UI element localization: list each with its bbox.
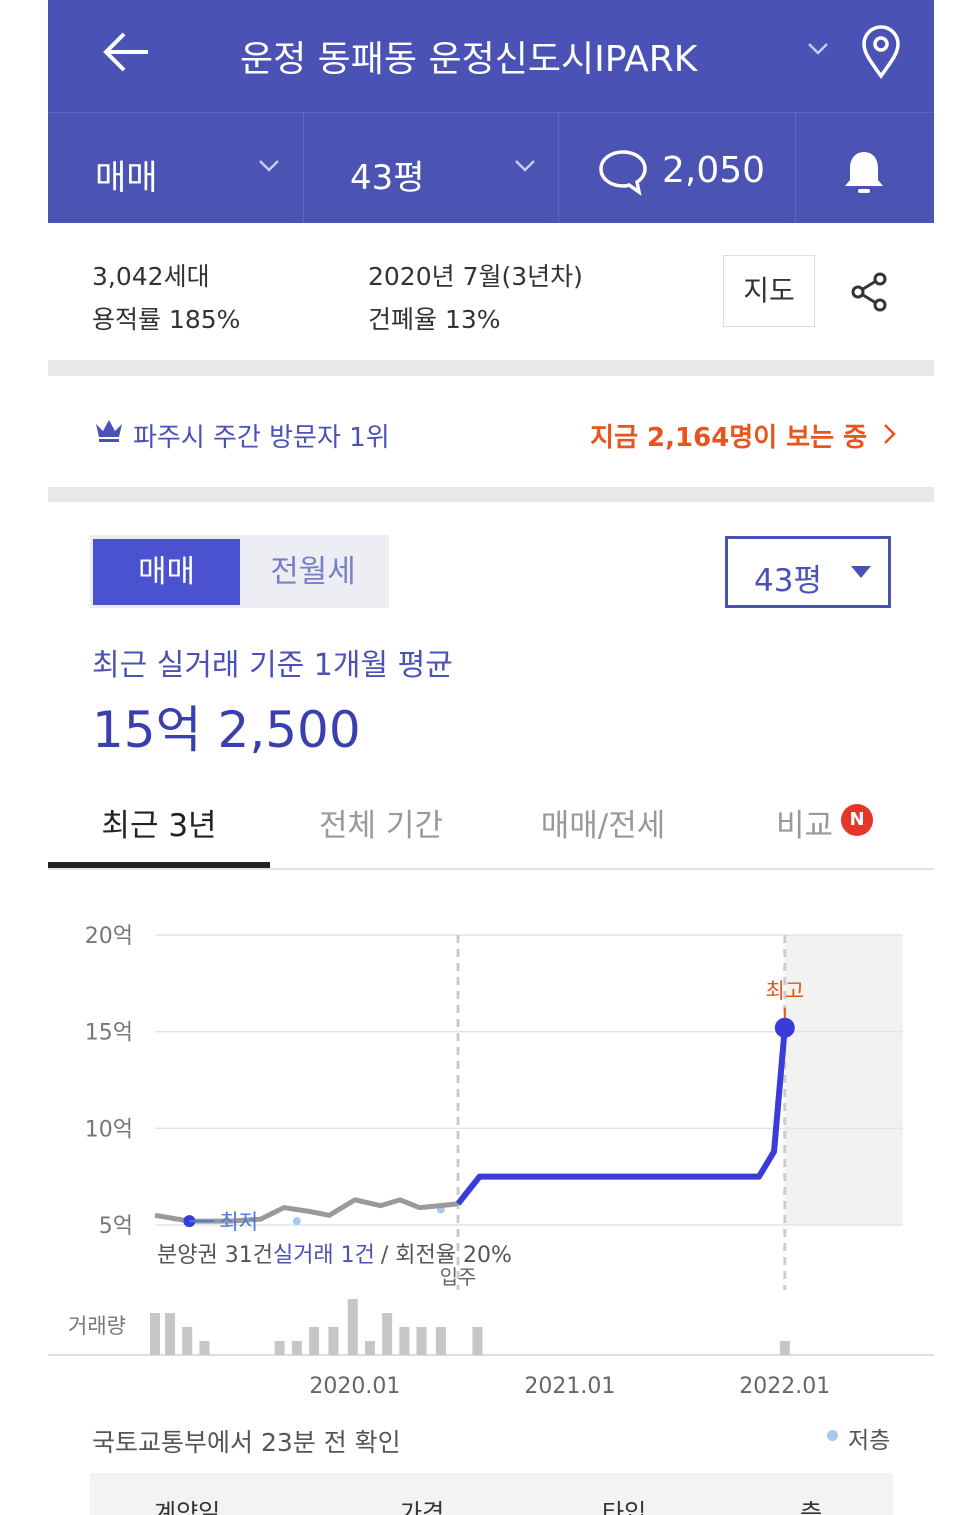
summary-part: 분양권 31건 — [157, 1243, 273, 1268]
tab-selected[interactable]: 매매 — [93, 539, 240, 605]
y-tick-label: 20억 — [85, 924, 133, 949]
y-tick-label: 5억 — [99, 1214, 133, 1239]
volume-bar — [347, 1299, 358, 1355]
y-tick-label: 10억 — [85, 1117, 133, 1142]
price-caption: 최근 실거래 기준 1개월 평균 — [92, 648, 453, 683]
move-in-annotation: 입주 — [440, 1265, 477, 1289]
volume-bar — [199, 1341, 210, 1355]
chevron — [515, 160, 535, 172]
tab-line — [48, 868, 934, 870]
title: 운정 동패동 운정신도시IPARK — [240, 39, 698, 80]
back-button[interactable] — [100, 30, 152, 74]
period-tab-selected[interactable]: 최근 3년 — [101, 808, 217, 844]
price-value: 15억 2,500 — [92, 701, 361, 759]
period-tab[interactable]: 매매/전세 — [540, 808, 666, 844]
divider — [795, 112, 796, 222]
column-header: 계약일 — [154, 1499, 221, 1515]
volume-bar — [435, 1327, 446, 1355]
building-coverage: 건폐율 13% — [368, 305, 501, 334]
dropdown-triangle — [851, 566, 871, 578]
comment-icon[interactable] — [598, 148, 648, 196]
high-marker — [774, 1017, 795, 1038]
x-tick-label: 2020.01 — [309, 1374, 400, 1399]
price-chart: 5억 10억 15억 20억 2020.01 2021.01 2022.01 거래량 최저 최고분… — [48, 924, 934, 1399]
separator — [48, 487, 934, 502]
volume-bar — [328, 1327, 339, 1355]
volume-bar — [364, 1341, 375, 1355]
viewers[interactable]: 지금 2,164명이 보는 중 — [590, 423, 867, 453]
source: 국토교통부에서 23분 전 확인 — [92, 1428, 401, 1457]
volume-bar — [291, 1341, 302, 1355]
volume-bar — [416, 1327, 427, 1355]
summary-part: 실거래 1건 — [273, 1243, 375, 1268]
low-annotation: 최저 — [219, 1210, 258, 1234]
volume-bar — [399, 1327, 410, 1355]
future-shade — [784, 935, 903, 1225]
legend-label: 저층 — [848, 1428, 891, 1454]
legend-dot — [827, 1430, 838, 1441]
sub-bar — [48, 112, 934, 223]
chevron — [259, 160, 279, 172]
size-select[interactable] — [725, 536, 891, 608]
volume-bar — [309, 1327, 320, 1355]
floor-area-ratio: 용적률 185% — [92, 305, 241, 334]
bell-icon[interactable] — [842, 148, 886, 196]
period-tab[interactable]: 전체 기간 — [319, 808, 443, 844]
divider — [303, 112, 304, 222]
summary: 분양권 31건실거래 1건 / 회전율 20% — [157, 1243, 512, 1268]
column-header: 층 — [800, 1499, 823, 1515]
trade-type[interactable]: 매매 — [95, 158, 158, 198]
price-line — [455, 1027, 788, 1206]
volume-bar — [182, 1327, 193, 1355]
volume-bar — [779, 1341, 790, 1355]
new-badge: N — [841, 804, 873, 836]
separator — [48, 360, 934, 376]
share-icon[interactable] — [850, 272, 890, 312]
size-select-label: 43평 — [754, 563, 822, 599]
tab[interactable]: 전월세 — [270, 554, 356, 590]
built-date: 2020년 7월(3년차) — [368, 262, 583, 291]
volume-bar — [150, 1313, 160, 1355]
low-floor-point — [292, 1217, 301, 1226]
volume-bar — [382, 1313, 393, 1355]
tab-indicator — [48, 862, 270, 868]
households: 3,042세대 — [92, 262, 210, 291]
volume-bar — [472, 1327, 483, 1355]
volume-bar — [274, 1341, 285, 1355]
x-tick-label: 2021.01 — [524, 1374, 615, 1399]
ranking: 파주시 주간 방문자 1위 — [133, 423, 390, 453]
size[interactable]: 43평 — [350, 158, 425, 198]
high-annotation: 최고 — [765, 979, 804, 1003]
comment-count: 2,050 — [662, 150, 766, 191]
title-dropdown[interactable] — [806, 40, 830, 58]
volume-label: 거래량 — [68, 1314, 126, 1338]
column-header: 타입 — [602, 1499, 647, 1515]
column-header: 가격 — [400, 1499, 445, 1515]
table-header: 계약일 가격 타입 층 — [90, 1473, 893, 1515]
y-tick-label: 15억 — [85, 1021, 133, 1046]
location-icon[interactable] — [860, 24, 902, 80]
arrow — [884, 424, 896, 444]
divider — [558, 112, 559, 222]
x-tick-label: 2022.01 — [739, 1374, 830, 1399]
period-tab[interactable]: 비교 — [776, 808, 834, 844]
top-bar — [48, 0, 934, 112]
map-button[interactable]: 지도 — [723, 255, 815, 327]
volume-bar — [165, 1313, 176, 1355]
crown-icon — [96, 420, 122, 442]
price-line — [154, 1197, 459, 1224]
summary-part: / 회전율 20% — [381, 1243, 512, 1268]
